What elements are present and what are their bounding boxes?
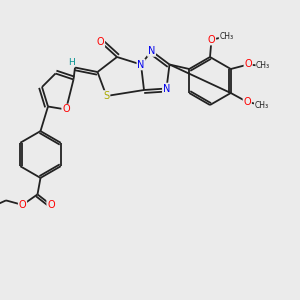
Text: N: N xyxy=(137,59,145,70)
Text: S: S xyxy=(103,91,109,101)
Text: CH₃: CH₃ xyxy=(256,61,270,70)
Text: O: O xyxy=(244,97,251,107)
Text: O: O xyxy=(244,59,252,70)
Text: O: O xyxy=(208,34,215,45)
Text: N: N xyxy=(148,46,155,56)
Text: N: N xyxy=(163,83,170,94)
Text: CH₃: CH₃ xyxy=(255,100,269,109)
Text: O: O xyxy=(97,37,104,47)
Text: O: O xyxy=(47,200,55,210)
Text: CH₃: CH₃ xyxy=(219,32,234,41)
Text: H: H xyxy=(68,58,75,67)
Text: O: O xyxy=(19,200,26,210)
Text: O: O xyxy=(62,104,70,115)
